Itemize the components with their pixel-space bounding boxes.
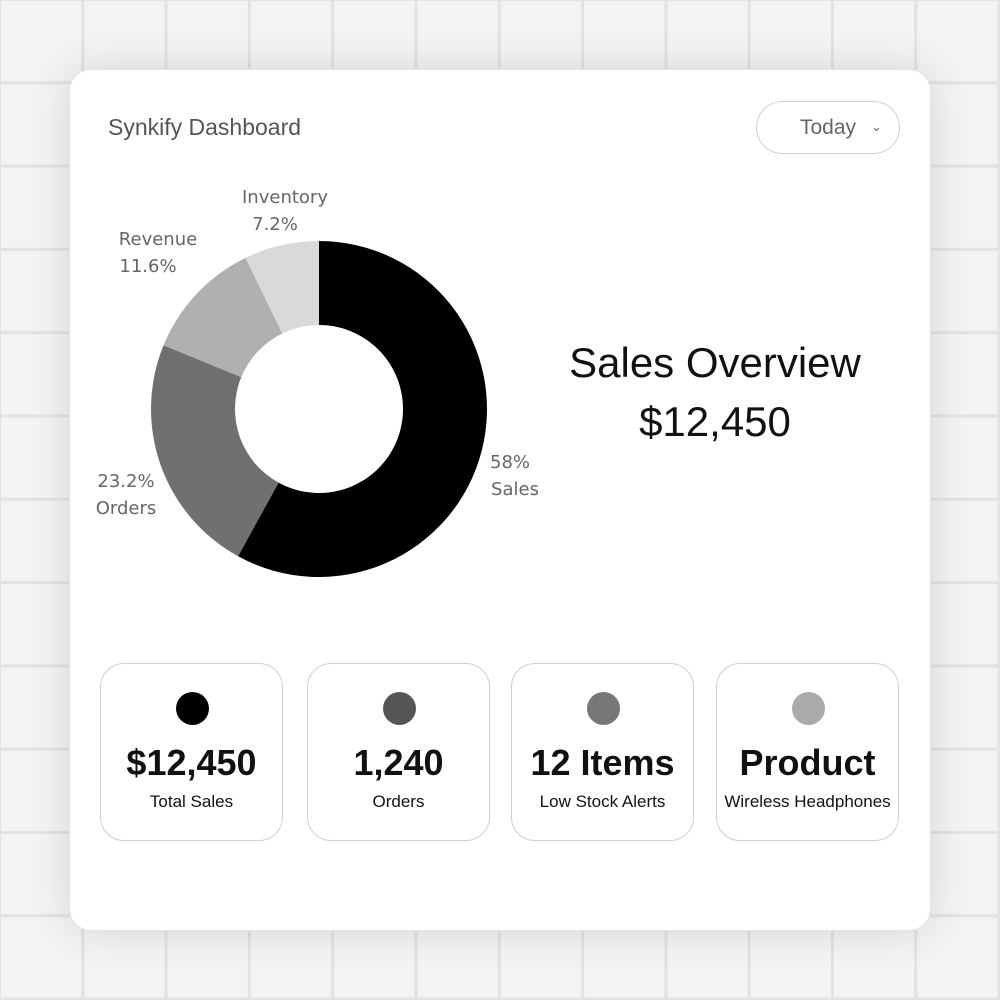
stat-value: $12,450 bbox=[126, 742, 257, 783]
donut-slice-sales bbox=[238, 241, 487, 577]
donut-slice-orders bbox=[150, 345, 279, 557]
donut-slice-inventory bbox=[245, 241, 319, 334]
stat-label: Low Stock Alerts bbox=[539, 792, 666, 811]
dot-icon bbox=[587, 692, 620, 725]
sales-overview: Sales Overview $12,450 bbox=[520, 336, 910, 454]
dashboard-title: Synkify Dashboard bbox=[108, 114, 302, 140]
donut-slice-revenue bbox=[163, 257, 283, 378]
slice-value-revenue: 11.6% bbox=[119, 256, 177, 277]
sales-overview-value: $12,450 bbox=[639, 398, 791, 445]
dot-icon bbox=[383, 692, 416, 725]
slice-name-orders: Orders bbox=[95, 498, 157, 519]
dot-icon bbox=[792, 692, 825, 725]
stat-label: Orders bbox=[372, 792, 425, 811]
slice-label-sales: 58% Sales bbox=[480, 449, 550, 503]
slice-value-inventory: 7.2% bbox=[252, 214, 298, 235]
slice-label-revenue: Revenue 11.6% bbox=[108, 226, 208, 280]
period-dropdown-value: Today bbox=[800, 116, 857, 139]
slice-name-inventory: Inventory bbox=[242, 187, 328, 208]
slice-name-sales: Sales bbox=[491, 479, 539, 500]
chevron-down-icon: ⌄ bbox=[871, 119, 882, 134]
dot-icon bbox=[176, 692, 209, 725]
period-dropdown[interactable]: Today ⌄ bbox=[756, 101, 900, 154]
stat-card-total-sales[interactable]: $12,450 Total Sales bbox=[100, 663, 283, 841]
slice-name-revenue: Revenue bbox=[118, 229, 198, 250]
stat-value: Product bbox=[739, 742, 876, 783]
slice-label-orders: 23.2% Orders bbox=[85, 468, 167, 522]
stat-card-product[interactable]: Product Wireless Headphones bbox=[716, 663, 899, 841]
sales-overview-title: Sales Overview bbox=[569, 339, 861, 386]
stat-value: 12 Items bbox=[530, 742, 675, 783]
stat-value: 1,240 bbox=[353, 742, 444, 783]
stat-card-orders[interactable]: 1,240 Orders bbox=[307, 663, 490, 841]
stat-label: Wireless Headphones bbox=[724, 792, 891, 811]
slice-value-orders: 23.2% bbox=[97, 471, 155, 492]
slice-label-inventory: Inventory 7.2% bbox=[230, 184, 340, 238]
stat-label: Total Sales bbox=[149, 792, 234, 811]
slice-value-sales: 58% bbox=[490, 452, 531, 473]
stat-card-low-stock[interactable]: 12 Items Low Stock Alerts bbox=[511, 663, 694, 841]
